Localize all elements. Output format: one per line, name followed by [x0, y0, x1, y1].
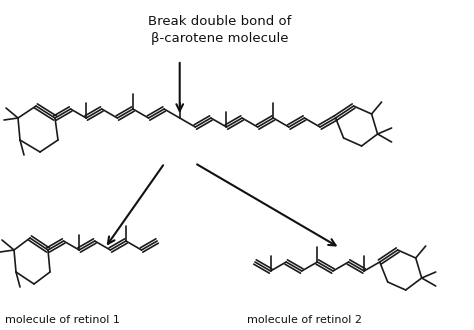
Text: β-carotene molecule: β-carotene molecule: [151, 32, 289, 45]
Text: molecule of retinol 1: molecule of retinol 1: [5, 315, 120, 325]
Text: molecule of retinol 2: molecule of retinol 2: [247, 315, 362, 325]
Text: Break double bond of: Break double bond of: [148, 15, 292, 28]
